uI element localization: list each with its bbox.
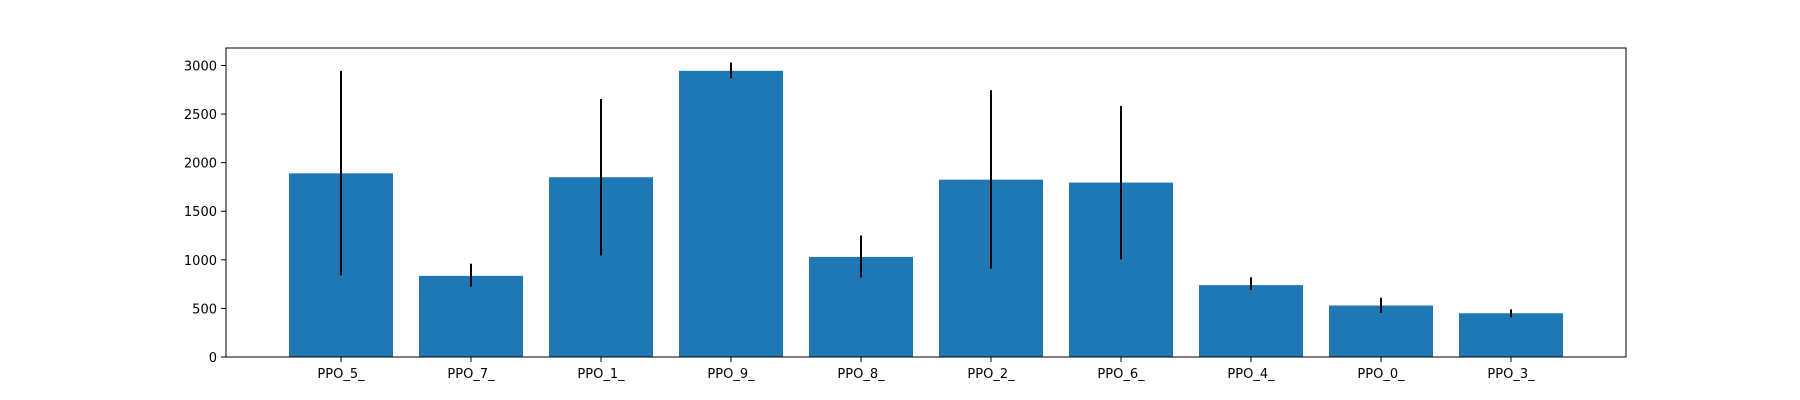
y-axis: 0 500 1000 1500 2000 2500 3000: [184, 59, 226, 366]
y-tick-label: 0: [209, 351, 217, 366]
x-tick-label: PPO_9_: [707, 367, 755, 382]
x-tick-label: PPO_5_: [317, 367, 365, 382]
bar-PPO_3_: [1459, 313, 1563, 357]
error-bars-group: [340, 62, 1512, 318]
x-tick-label: PPO_6_: [1097, 367, 1145, 382]
plot-frame: [225, 47, 1627, 358]
x-tick-label: PPO_4_: [1227, 367, 1275, 382]
x-axis: PPO_5_ PPO_7_ PPO_1_ PPO_9_ PPO_8_ PPO_2_ PPO_…: [317, 357, 1535, 382]
x-tick-label: PPO_0_: [1357, 367, 1405, 382]
y-tick-label: 2000: [184, 157, 217, 172]
y-tick-label: 2500: [184, 108, 217, 123]
x-tick-label: PPO_2_: [967, 367, 1015, 382]
y-tick-label: 1000: [184, 254, 217, 269]
x-tick-label: PPO_3_: [1487, 367, 1535, 382]
y-tick-label: 1500: [184, 205, 217, 220]
bar-PPO_7_: [419, 275, 523, 357]
bar-PPO_4_: [1199, 285, 1303, 357]
bar-PPO_0_: [1329, 305, 1433, 357]
bar-PPO_9_: [679, 70, 783, 358]
y-tick-label: 500: [192, 302, 217, 317]
x-tick-label: PPO_1_: [577, 367, 625, 382]
x-tick-label: PPO_7_: [447, 367, 495, 382]
x-tick-label: PPO_8_: [837, 367, 885, 382]
y-tick-label: 3000: [184, 59, 217, 74]
